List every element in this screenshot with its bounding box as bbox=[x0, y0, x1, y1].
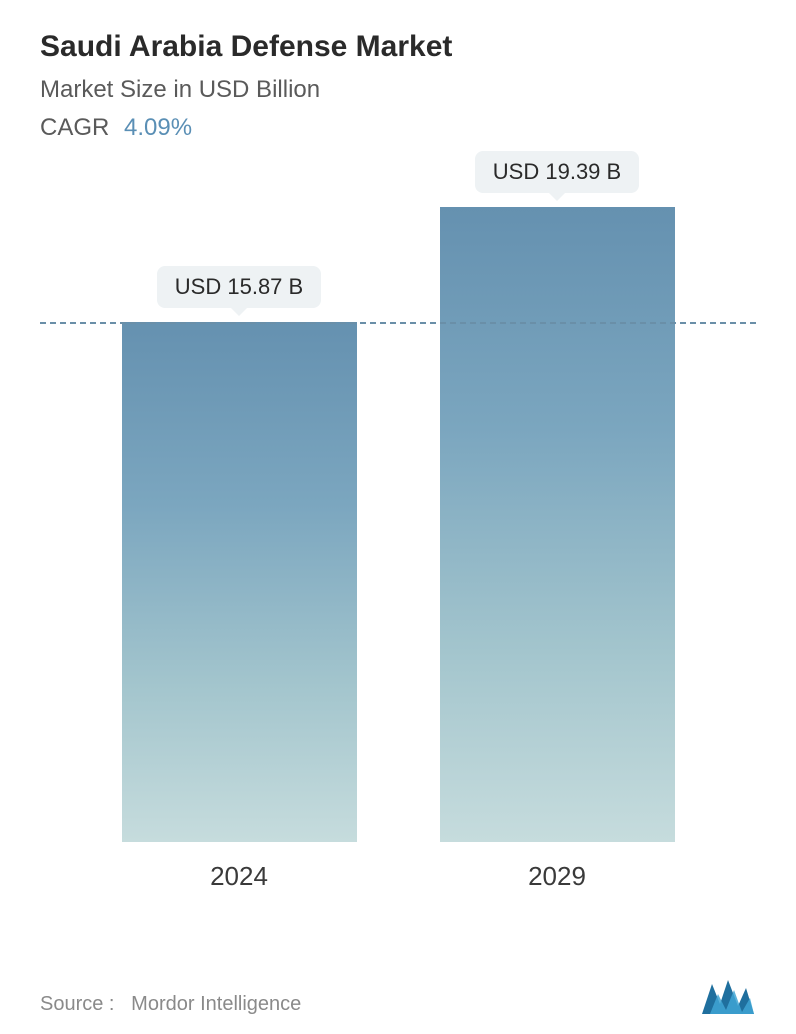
x-label: 2029 bbox=[440, 861, 675, 892]
chart-area: USD 15.87 B USD 19.39 B 2024 2029 bbox=[40, 202, 756, 902]
cagr-value: 4.09% bbox=[124, 114, 192, 141]
bar-group-0: USD 15.87 B bbox=[122, 266, 357, 842]
chart-subtitle: Market Size in USD Billion bbox=[40, 76, 756, 104]
value-badge: USD 15.87 B bbox=[157, 266, 321, 308]
mordor-logo-icon bbox=[700, 976, 756, 1016]
source-label: Source : bbox=[40, 993, 114, 1015]
source-name: Mordor Intelligence bbox=[131, 993, 301, 1015]
bar-group-1: USD 19.39 B bbox=[440, 151, 675, 842]
chart-container: Saudi Arabia Defense Market Market Size … bbox=[0, 0, 796, 1034]
x-label: 2024 bbox=[122, 861, 357, 892]
footer: Source : Mordor Intelligence bbox=[40, 976, 756, 1016]
cagr-row: CAGR 4.09% bbox=[40, 114, 756, 142]
chart-title: Saudi Arabia Defense Market bbox=[40, 30, 756, 64]
value-badge: USD 19.39 B bbox=[475, 151, 639, 193]
cagr-label: CAGR bbox=[40, 114, 109, 141]
x-axis-labels: 2024 2029 bbox=[40, 843, 756, 892]
reference-line bbox=[40, 322, 756, 324]
bar-2024 bbox=[122, 322, 357, 842]
bar-2029 bbox=[440, 207, 675, 842]
source-text: Source : Mordor Intelligence bbox=[40, 993, 301, 1016]
bars-wrap: USD 15.87 B USD 19.39 B bbox=[40, 202, 756, 842]
